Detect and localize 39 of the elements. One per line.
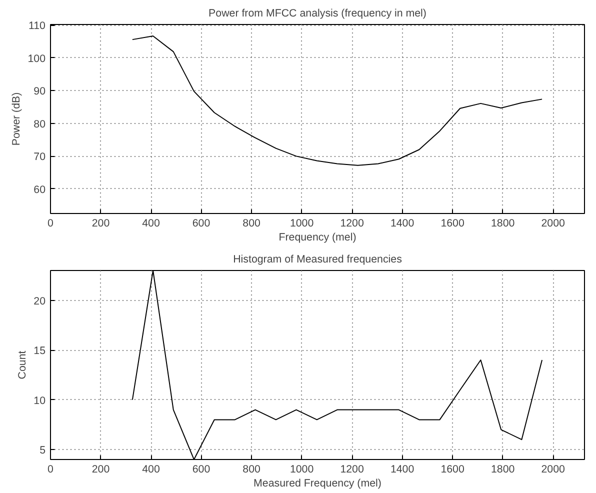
x-tick-label: 1600 (440, 464, 464, 476)
x-axis-title: Measured Frequency (mel) (254, 478, 382, 490)
x-tick-label: 1000 (290, 464, 314, 476)
y-tick-label: 20 (34, 295, 46, 308)
y-tick-label: 110 (28, 20, 46, 32)
x-tick-label: 800 (242, 464, 260, 476)
line-series (132, 35, 543, 166)
x-tick-label: 1200 (340, 464, 364, 476)
x-tick-label: 0 (48, 218, 54, 230)
chart-title: Power from MFCC analysis (frequency in mel) (208, 8, 426, 20)
x-tick-label: 800 (242, 218, 260, 230)
y-tick-label: 100 (28, 52, 46, 65)
y-tick-label: 90 (34, 86, 46, 98)
x-tick-label: 2000 (541, 464, 566, 476)
x-tick-label: 1000 (290, 218, 314, 230)
y-tick-label: 10 (34, 394, 46, 407)
x-tick-label: 1400 (390, 464, 414, 476)
x-tick-label: 400 (142, 218, 160, 230)
y-tick-label: 80 (34, 118, 46, 130)
x-tick-label: 2000 (541, 218, 566, 230)
x-tick-label: 1800 (490, 464, 515, 476)
y-tick-label: 60 (34, 184, 46, 196)
x-tick-label: 0 (48, 464, 54, 476)
x-tick-label: 600 (192, 464, 210, 476)
x-tick-label: 1200 (340, 218, 364, 230)
y-tick-label: 5 (40, 444, 46, 457)
chart-title: Histogram of Measured frequencies (233, 254, 402, 266)
x-tick-label: 200 (92, 464, 110, 476)
x-tick-label: 200 (92, 218, 110, 230)
x-axis-title: Frequency (mel) (278, 232, 356, 244)
x-tick-label: 1400 (390, 218, 414, 230)
x-tick-label: 400 (142, 464, 160, 476)
y-tick-label: 70 (34, 151, 46, 164)
x-tick-label: 1800 (490, 218, 515, 230)
x-tick-label: 600 (192, 218, 210, 230)
y-tick-label: 15 (34, 345, 46, 358)
y-axis-title: Power (dB) (10, 92, 23, 146)
y-axis-title: Count (16, 350, 29, 380)
x-tick-label: 1600 (440, 218, 464, 230)
